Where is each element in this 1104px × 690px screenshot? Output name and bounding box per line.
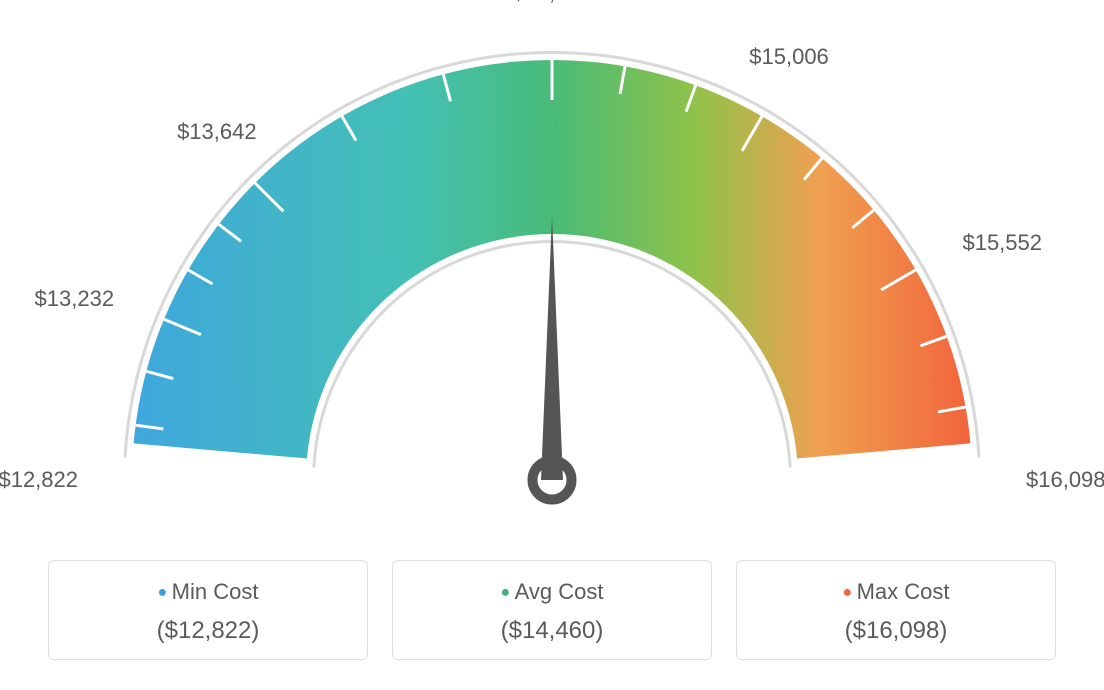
legend-avg-title: Avg Cost bbox=[403, 579, 701, 605]
legend-min-title: Min Cost bbox=[59, 579, 357, 605]
gauge-tick-label: $16,098 bbox=[1026, 467, 1104, 493]
gauge-svg bbox=[0, 0, 1104, 530]
gauge-tick-label: $15,552 bbox=[962, 230, 1042, 256]
legend-card-min: Min Cost ($12,822) bbox=[48, 560, 368, 660]
gauge-chart: $12,822 $13,232 $13,642 $14,460 $15,006 $15,5… bbox=[0, 0, 1104, 530]
cost-gauge-widget: $12,822 $13,232 $13,642 $14,460 $15,006 $15,5… bbox=[0, 0, 1104, 690]
gauge-tick-label: $13,232 bbox=[35, 286, 115, 312]
legend-avg-value: ($14,460) bbox=[403, 617, 701, 645]
gauge-tick-label: $12,822 bbox=[0, 467, 78, 493]
legend-max-value: ($16,098) bbox=[747, 617, 1045, 645]
legend-row: Min Cost ($12,822) Avg Cost ($14,460) Ma… bbox=[0, 560, 1104, 660]
gauge-tick-label: $14,460 bbox=[512, 0, 592, 6]
legend-max-title: Max Cost bbox=[747, 579, 1045, 605]
legend-card-avg: Avg Cost ($14,460) bbox=[392, 560, 712, 660]
gauge-tick-label: $13,642 bbox=[177, 119, 257, 145]
gauge-tick-label: $15,006 bbox=[749, 44, 829, 70]
legend-min-value: ($12,822) bbox=[59, 617, 357, 645]
legend-card-max: Max Cost ($16,098) bbox=[736, 560, 1056, 660]
